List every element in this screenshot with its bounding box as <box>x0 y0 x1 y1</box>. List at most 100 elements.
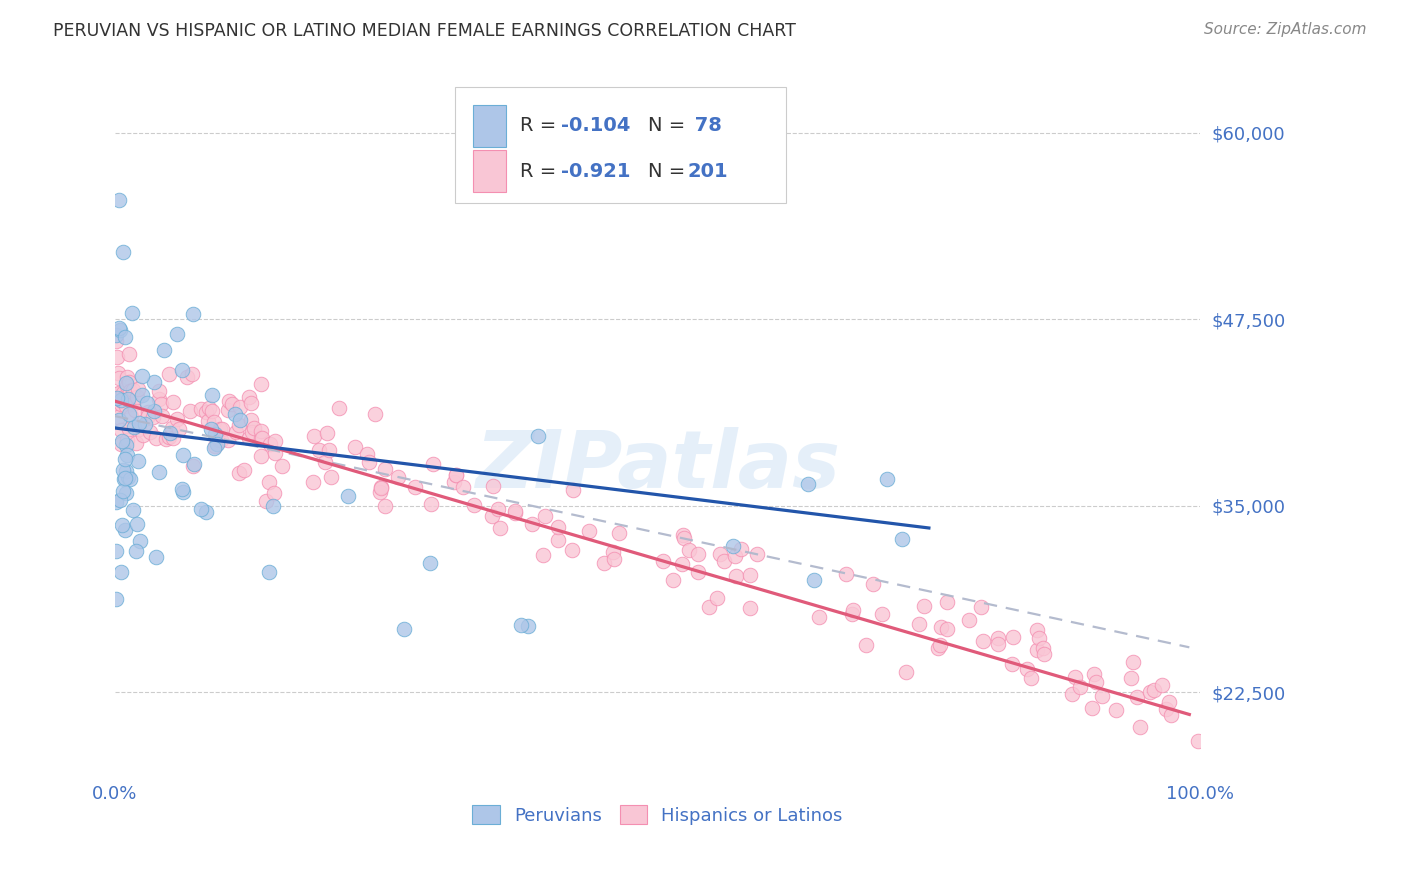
Point <box>128 422 150 436</box>
Point <box>115 448 138 462</box>
Point <box>111 517 134 532</box>
Point <box>170 482 193 496</box>
Point <box>120 409 142 423</box>
Point <box>894 665 917 679</box>
Point <box>803 574 825 588</box>
Point <box>359 455 381 469</box>
Text: R =: R = <box>520 161 562 181</box>
Point <box>936 622 959 636</box>
Point <box>392 623 415 637</box>
Point <box>138 409 160 424</box>
Point <box>125 544 148 558</box>
Point <box>738 601 761 615</box>
Point <box>264 434 287 448</box>
Point <box>118 347 141 361</box>
Point <box>115 438 138 452</box>
Point <box>110 493 132 508</box>
Point <box>128 533 150 548</box>
Point <box>336 489 359 503</box>
Point <box>198 401 221 415</box>
Point <box>115 376 138 390</box>
Point <box>110 392 132 407</box>
Point <box>745 547 768 561</box>
Point <box>233 463 256 477</box>
Point <box>481 509 503 524</box>
Point <box>250 431 273 445</box>
Point <box>167 422 190 436</box>
Point <box>870 607 893 621</box>
Point <box>121 306 143 320</box>
Point <box>218 394 240 409</box>
Point <box>891 533 914 547</box>
Point <box>107 193 129 207</box>
Point <box>201 387 224 401</box>
Point <box>257 565 280 579</box>
Point <box>108 321 131 335</box>
Point <box>110 397 132 411</box>
Point <box>1026 642 1049 657</box>
Point <box>1019 672 1042 686</box>
Point <box>1139 685 1161 699</box>
Point <box>328 401 350 415</box>
Point <box>240 425 263 439</box>
Point <box>356 447 378 461</box>
Point <box>108 386 131 401</box>
Point <box>935 595 957 609</box>
Text: R =: R = <box>520 116 562 135</box>
Point <box>578 524 600 538</box>
Text: N =: N = <box>648 161 692 181</box>
Point <box>314 455 336 469</box>
Point <box>228 418 250 433</box>
Point <box>1154 702 1177 716</box>
Point <box>912 599 935 613</box>
Point <box>1028 631 1050 645</box>
Point <box>419 497 441 511</box>
Point <box>105 592 128 607</box>
Point <box>143 403 166 417</box>
Point <box>562 483 585 497</box>
Text: 201: 201 <box>688 161 728 181</box>
Point <box>855 638 877 652</box>
Point <box>105 401 128 415</box>
Point <box>724 549 747 564</box>
Point <box>678 542 700 557</box>
Point <box>111 245 134 260</box>
Point <box>547 533 569 548</box>
Point <box>308 442 330 457</box>
Point <box>970 599 993 614</box>
Point <box>125 516 148 531</box>
Point <box>264 445 287 459</box>
Point <box>807 610 830 624</box>
Point <box>111 393 134 408</box>
Point <box>145 549 167 564</box>
Point <box>709 547 731 561</box>
Point <box>238 390 260 404</box>
Point <box>1119 671 1142 685</box>
Point <box>181 367 204 381</box>
Point <box>172 485 194 500</box>
Point <box>316 426 339 441</box>
Point <box>118 392 141 406</box>
Point <box>1126 690 1149 704</box>
Point <box>127 382 149 396</box>
Point <box>547 520 569 534</box>
Point <box>1160 708 1182 723</box>
Point <box>150 409 173 424</box>
Point <box>131 387 153 401</box>
Point <box>142 410 165 425</box>
Point <box>148 465 170 479</box>
Point <box>671 558 693 572</box>
Point <box>259 475 281 489</box>
Text: ZIPatlas: ZIPatlas <box>475 426 841 505</box>
Point <box>522 516 544 531</box>
Point <box>105 391 128 405</box>
Point <box>724 569 747 583</box>
Point <box>111 434 134 448</box>
Point <box>908 616 931 631</box>
Point <box>122 502 145 516</box>
Point <box>1081 701 1104 715</box>
Point <box>673 531 696 545</box>
Point <box>486 502 509 516</box>
Point <box>1091 690 1114 704</box>
Point <box>217 403 239 417</box>
